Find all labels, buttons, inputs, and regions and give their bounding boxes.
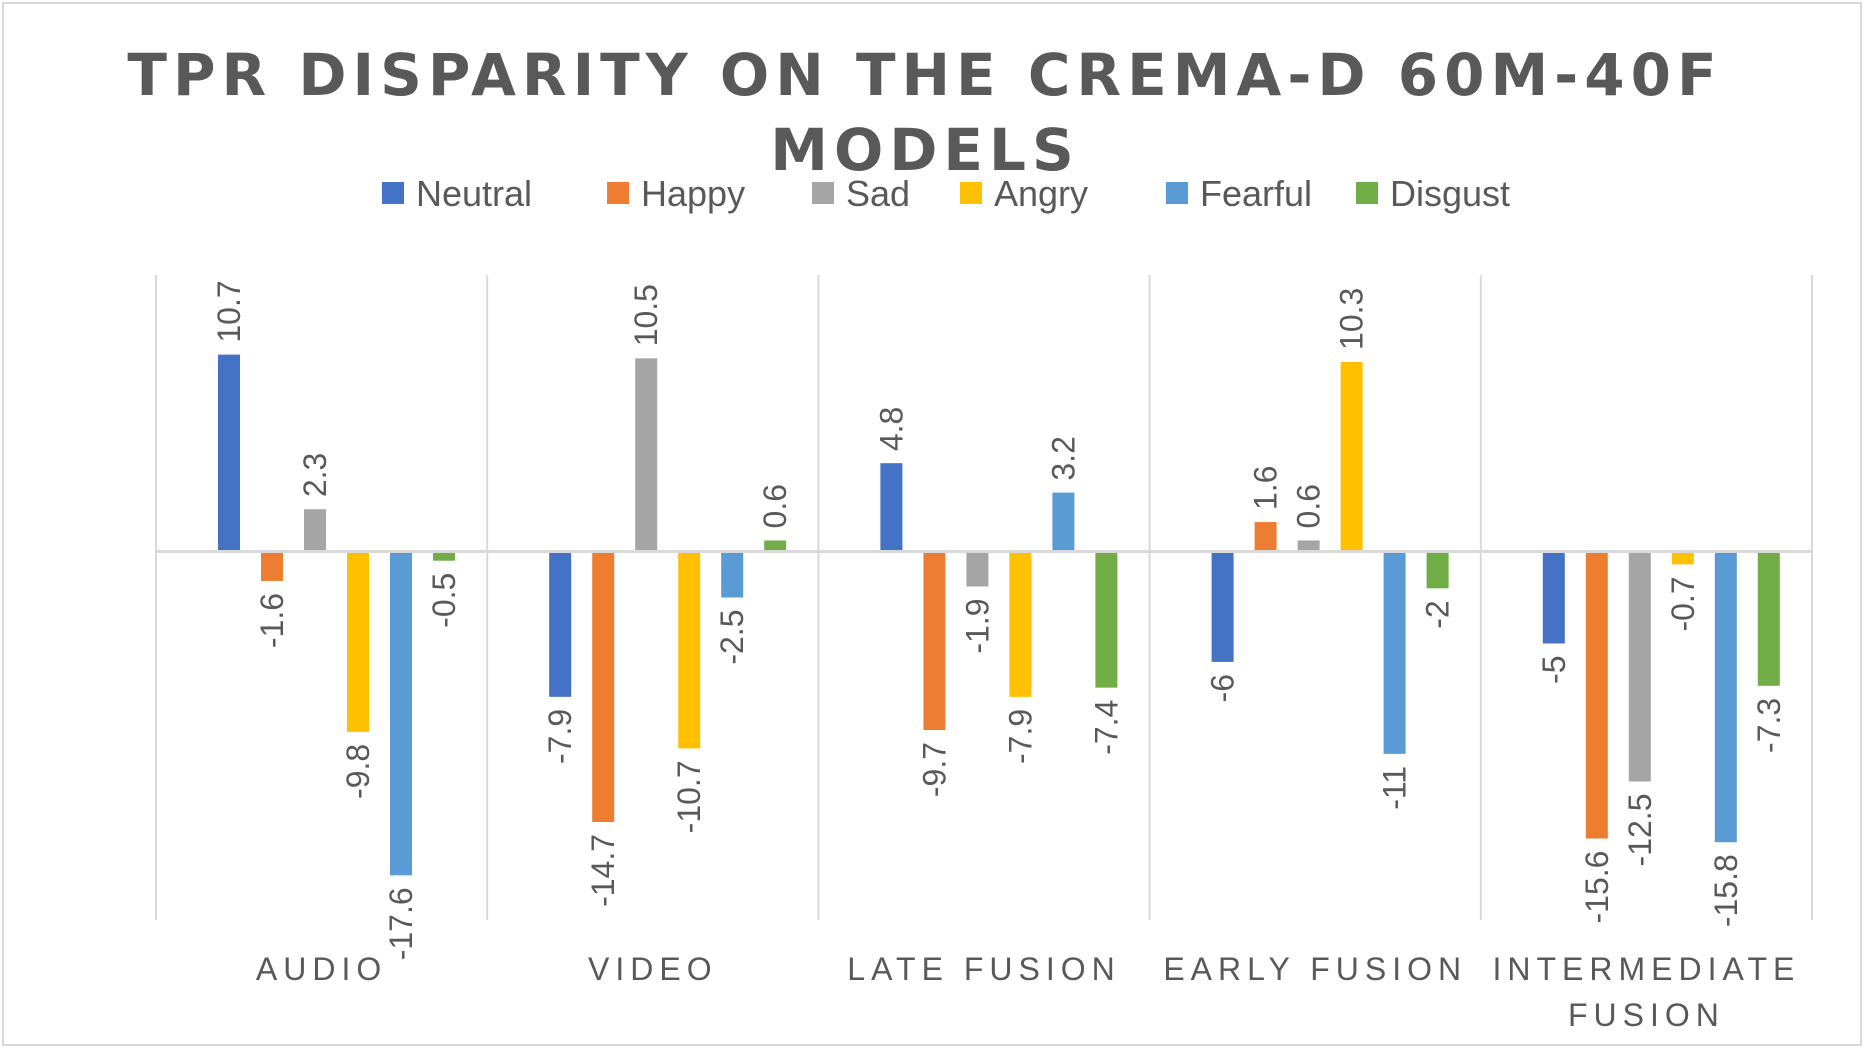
data-label: 10.5 bbox=[628, 284, 664, 346]
data-label: -7.9 bbox=[1002, 709, 1038, 764]
bar bbox=[549, 551, 572, 697]
chart-title: TPR DISPARITY ON THE CREMA-D 60M-40F MODE… bbox=[127, 41, 1722, 184]
legend-label: Neutral bbox=[416, 173, 532, 214]
data-label: 0.6 bbox=[1291, 484, 1327, 528]
bar bbox=[390, 551, 412, 876]
legend: Neutral Happy Sad Angry Fearful Disgust bbox=[382, 173, 1510, 214]
data-label: -7.3 bbox=[1751, 698, 1787, 753]
bar bbox=[880, 463, 903, 552]
data-label: -6 bbox=[1205, 674, 1241, 702]
bar bbox=[635, 358, 658, 552]
data-label: -15.6 bbox=[1579, 851, 1615, 924]
bar bbox=[764, 540, 787, 552]
bar bbox=[1383, 551, 1406, 754]
legend-swatch bbox=[1166, 182, 1188, 204]
data-label: -17.6 bbox=[383, 887, 419, 960]
bar bbox=[433, 551, 455, 561]
legend-swatch bbox=[607, 182, 629, 204]
bar bbox=[1542, 551, 1565, 644]
bar bbox=[1211, 551, 1234, 662]
category-label: FUSION bbox=[1568, 997, 1725, 1033]
bar bbox=[923, 551, 946, 730]
data-label: -9.8 bbox=[340, 744, 376, 799]
data-label: 1.6 bbox=[1248, 466, 1284, 510]
data-label: 10.7 bbox=[211, 280, 247, 342]
bar bbox=[966, 551, 989, 587]
bar bbox=[592, 551, 615, 822]
bar bbox=[347, 551, 369, 732]
data-label: -7.9 bbox=[542, 709, 578, 764]
legend-label: Fearful bbox=[1200, 173, 1312, 214]
data-label: -1.9 bbox=[959, 598, 995, 653]
data-label: -2.5 bbox=[714, 610, 750, 665]
legend-swatch bbox=[1356, 182, 1378, 204]
bar bbox=[1297, 540, 1320, 552]
data-label: -7.4 bbox=[1088, 700, 1124, 755]
bar bbox=[261, 551, 283, 581]
data-label: -0.5 bbox=[426, 573, 462, 628]
data-label: -12.5 bbox=[1622, 794, 1658, 867]
bar bbox=[1426, 551, 1449, 589]
data-label: 0.6 bbox=[757, 484, 793, 528]
bar bbox=[1628, 551, 1651, 782]
bar bbox=[1585, 551, 1608, 839]
data-label: -9.7 bbox=[916, 742, 952, 797]
chart-title-line: MODELS bbox=[770, 116, 1080, 184]
data-label: -14.7 bbox=[585, 834, 621, 907]
legend-swatch bbox=[382, 182, 404, 204]
category-label: EARLY FUSION bbox=[1163, 951, 1467, 987]
legend-label: Angry bbox=[994, 173, 1088, 214]
bar bbox=[721, 551, 744, 598]
legend-label: Sad bbox=[846, 173, 910, 214]
bars bbox=[218, 354, 1780, 876]
bar bbox=[1095, 551, 1118, 688]
data-label: -10.7 bbox=[671, 760, 707, 833]
data-label: 10.3 bbox=[1334, 288, 1370, 350]
category-label: VIDEO bbox=[588, 951, 718, 987]
data-label: -0.7 bbox=[1665, 576, 1701, 631]
data-label: 4.8 bbox=[873, 407, 909, 451]
category-label: INTERMEDIATE bbox=[1492, 951, 1800, 987]
bar bbox=[1254, 522, 1277, 552]
legend-label: Disgust bbox=[1390, 173, 1510, 214]
bar bbox=[1009, 551, 1032, 697]
bar bbox=[1714, 551, 1737, 843]
legend-swatch bbox=[960, 182, 982, 204]
category-label: AUDIO bbox=[256, 951, 387, 987]
category-labels: AUDIO VIDEO LATE FUSION EARLY FUSION INTERME… bbox=[256, 951, 1800, 1033]
bar bbox=[218, 354, 240, 552]
bar bbox=[1671, 551, 1694, 565]
data-label: -1.6 bbox=[254, 593, 290, 648]
data-label: 3.2 bbox=[1045, 436, 1081, 480]
bar bbox=[1757, 551, 1780, 686]
legend-label: Happy bbox=[641, 173, 745, 214]
data-label: -15.8 bbox=[1708, 854, 1744, 927]
data-label: -5 bbox=[1536, 656, 1572, 684]
bar bbox=[304, 509, 326, 552]
category-label: LATE FUSION bbox=[847, 951, 1120, 987]
data-label: 2.3 bbox=[297, 453, 333, 497]
data-label: -2 bbox=[1420, 600, 1456, 628]
bar bbox=[1340, 361, 1363, 552]
legend-swatch bbox=[812, 182, 834, 204]
bar bbox=[678, 551, 701, 749]
bar bbox=[1052, 492, 1075, 552]
data-labels: 10.7 -7.9 4.8 -6 -5 -1.6 -14.7 -9.7 1.6 -15.6 2.3 1… bbox=[211, 280, 1787, 960]
chart-title-line: TPR DISPARITY ON THE CREMA-D 60M-40F bbox=[127, 41, 1722, 109]
data-label: -11 bbox=[1377, 766, 1413, 810]
category-separators bbox=[155, 275, 1813, 920]
